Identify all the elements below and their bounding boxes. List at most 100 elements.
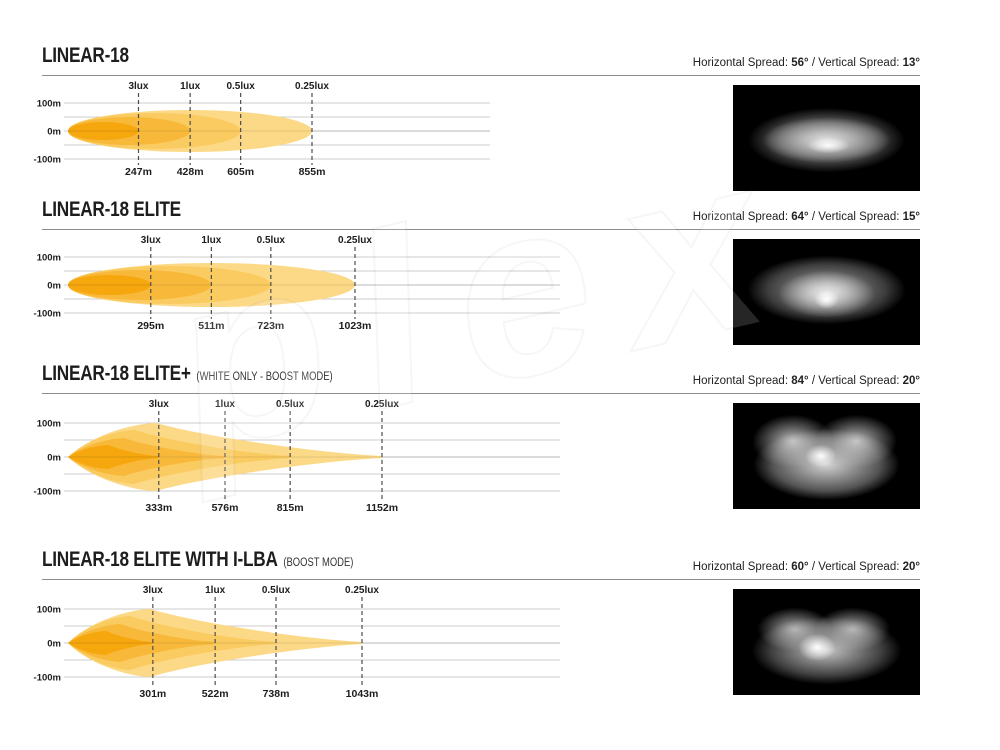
chart-label: 100m (37, 605, 61, 616)
product-name: LINEAR-18 ELITE (42, 198, 181, 221)
beam-distance-chart: 3lux 1lux 0.5lux 0.25lux 333m 576m 815m 1152m 10… (34, 399, 560, 514)
chart-label: 1043m (346, 688, 379, 700)
section-linear-18-elite-ilba: LINEAR-18 ELITE WITH I-LBA (BOOST MODE) H… (0, 548, 1000, 724)
section-divider (42, 393, 920, 394)
chart-label: 100m (37, 253, 61, 264)
horizontal-spread-value: 56° (791, 57, 809, 69)
vertical-spread-value: 20° (902, 375, 920, 387)
beam-pattern-photo (733, 589, 920, 695)
chart-label: 0m (47, 127, 61, 138)
chart-label: 1lux (205, 585, 225, 596)
chart-label: 295m (137, 320, 164, 331)
chart-label: 1lux (215, 399, 235, 410)
chart-label: 0m (47, 639, 61, 650)
spread-separator: / (811, 561, 816, 573)
chart-label: 301m (139, 688, 166, 700)
chart-label: 576m (212, 502, 239, 514)
spread-separator: / (811, 57, 816, 69)
vertical-spread-label: Vertical Spread: (818, 57, 900, 69)
horizontal-spread-value: 64° (791, 211, 809, 223)
spread-separator: / (811, 211, 816, 223)
section-title: LINEAR-18 ELITE (42, 198, 187, 222)
beam-distance-chart: 3lux 1lux 0.5lux 0.25lux 247m 428m 605m 855m 100… (34, 81, 490, 177)
lux-dash-lines (158, 411, 383, 499)
vertical-spread-value: 13° (902, 57, 920, 69)
horizontal-spread-label: Horizontal Spread: (692, 57, 789, 69)
beam-isoline-area (68, 122, 139, 140)
chart-label: 0.5lux (257, 235, 286, 246)
section-divider (42, 75, 920, 76)
spread-separator: / (811, 375, 816, 387)
chart-label: 1lux (180, 81, 200, 92)
beam-distance-chart: 3lux 1lux 0.5lux 0.25lux 295m 511m 723m 1023m 10… (34, 235, 560, 331)
chart-label: 815m (277, 502, 304, 514)
section-divider (42, 579, 920, 580)
horizontal-spread-label: Horizontal Spread: (692, 375, 789, 387)
chart-label: 1023m (339, 320, 372, 331)
product-name: LINEAR-18 ELITE+ (42, 362, 191, 385)
horizontal-spread-value: 84° (791, 375, 809, 387)
chart-label: 0.25lux (338, 235, 372, 246)
product-name: LINEAR-18 ELITE WITH I-LBA (42, 548, 278, 571)
chart-label: 333m (145, 502, 172, 514)
vertical-spread-label: Vertical Spread: (818, 561, 900, 573)
lux-dash-lines (152, 597, 363, 685)
section-linear-18-elite: LINEAR-18 ELITE Horizontal Spread: 64° /… (0, 198, 1000, 358)
section-title: LINEAR-18 ELITE+ (WHITE ONLY - BOOST MODE… (42, 362, 333, 386)
vertical-spread-value: 20° (902, 561, 920, 573)
product-name-note: (WHITE ONLY - BOOST MODE) (196, 371, 333, 383)
beam-isoline-area (68, 275, 151, 295)
horizontal-spread-label: Horizontal Spread: (692, 561, 789, 573)
chart-label: 522m (202, 688, 229, 700)
spread-info: Horizontal Spread: 64° / Vertical Spread… (693, 211, 920, 223)
section-divider (42, 229, 920, 230)
section-linear-18-elite-plus: LINEAR-18 ELITE+ (WHITE ONLY - BOOST MODE… (0, 362, 1000, 538)
chart-label: 3lux (149, 399, 169, 410)
chart-label: 511m (198, 320, 224, 331)
chart-label: 3lux (143, 585, 163, 596)
spread-info: Horizontal Spread: 60° / Vertical Spread… (693, 561, 920, 573)
chart-label: 0.25lux (345, 585, 379, 596)
chart-label: 738m (263, 688, 290, 700)
chart-label: 855m (299, 166, 326, 177)
spread-info: Horizontal Spread: 56° / Vertical Spread… (693, 57, 920, 69)
chart-label: 3lux (141, 235, 161, 246)
section-linear-18: LINEAR-18 Horizontal Spread: 56° / Verti… (0, 44, 1000, 204)
lux-dash-lines (137, 93, 313, 165)
chart-label: 3lux (128, 81, 148, 92)
beam-pattern-photo (733, 85, 920, 191)
chart-label: 723m (257, 320, 284, 331)
chart-label: 0m (47, 453, 61, 464)
beam-isoline-area (68, 631, 153, 655)
chart-label: 0.5lux (276, 399, 305, 410)
beam-pattern-photo (733, 239, 920, 345)
beam-isoline-area (68, 445, 159, 469)
chart-label: -100m (34, 673, 61, 684)
beam-pattern-photo (733, 403, 920, 509)
chart-label: 0.5lux (262, 585, 291, 596)
chart-label: -100m (34, 155, 61, 166)
chart-label: 1lux (201, 235, 221, 246)
chart-label: 0.5lux (226, 81, 255, 92)
horizontal-spread-label: Horizontal Spread: (692, 211, 789, 223)
chart-label: 0.25lux (295, 81, 329, 92)
section-title: LINEAR-18 (42, 44, 135, 68)
product-name-note: (BOOST MODE) (283, 557, 354, 569)
chart-label: 428m (177, 166, 204, 177)
chart-label: -100m (34, 309, 61, 320)
chart-label: 1152m (366, 502, 398, 514)
vertical-spread-label: Vertical Spread: (818, 211, 900, 223)
chart-label: 605m (227, 166, 254, 177)
vertical-spread-value: 15° (902, 211, 920, 223)
chart-label: 100m (37, 419, 61, 430)
horizontal-spread-value: 60° (791, 561, 809, 573)
section-title: LINEAR-18 ELITE WITH I-LBA (BOOST MODE) (42, 548, 353, 572)
chart-label: 0m (47, 281, 61, 292)
chart-label: -100m (34, 487, 61, 498)
spread-info: Horizontal Spread: 84° / Vertical Spread… (693, 375, 920, 387)
beam-distance-chart: 3lux 1lux 0.5lux 0.25lux 301m 522m 738m 1043m 10… (34, 585, 560, 700)
chart-label: 0.25lux (365, 399, 399, 410)
vertical-spread-label: Vertical Spread: (818, 375, 900, 387)
product-name: LINEAR-18 (42, 44, 129, 67)
